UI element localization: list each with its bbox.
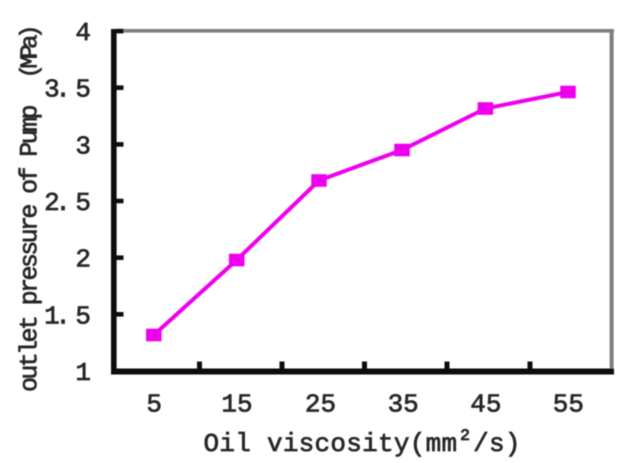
svg-text:1: 1 [75, 358, 91, 388]
svg-text:25: 25 [305, 390, 336, 420]
svg-text:4: 4 [75, 18, 91, 48]
svg-text:15: 15 [221, 390, 252, 420]
svg-text:55: 55 [553, 390, 584, 420]
svg-text:outlet pressure of Pump: outlet pressure of Pump [16, 105, 45, 393]
svg-text:1.5: 1. 5 [44, 301, 91, 331]
svg-text:5: 5 [146, 390, 162, 420]
svg-text:3: 3 [75, 131, 91, 161]
svg-text:2: 2 [75, 245, 91, 275]
svg-text:3.5: 3. 5 [44, 75, 91, 105]
svg-text:(MPa): (MPa) [18, 25, 45, 79]
svg-text:35: 35 [388, 390, 419, 420]
svg-text:2.5: 2. 5 [44, 188, 91, 218]
svg-text:Oil viscosity(mm²/s): Oil viscosity(mm²/s) [204, 425, 521, 459]
svg-text:45: 45 [470, 390, 501, 420]
